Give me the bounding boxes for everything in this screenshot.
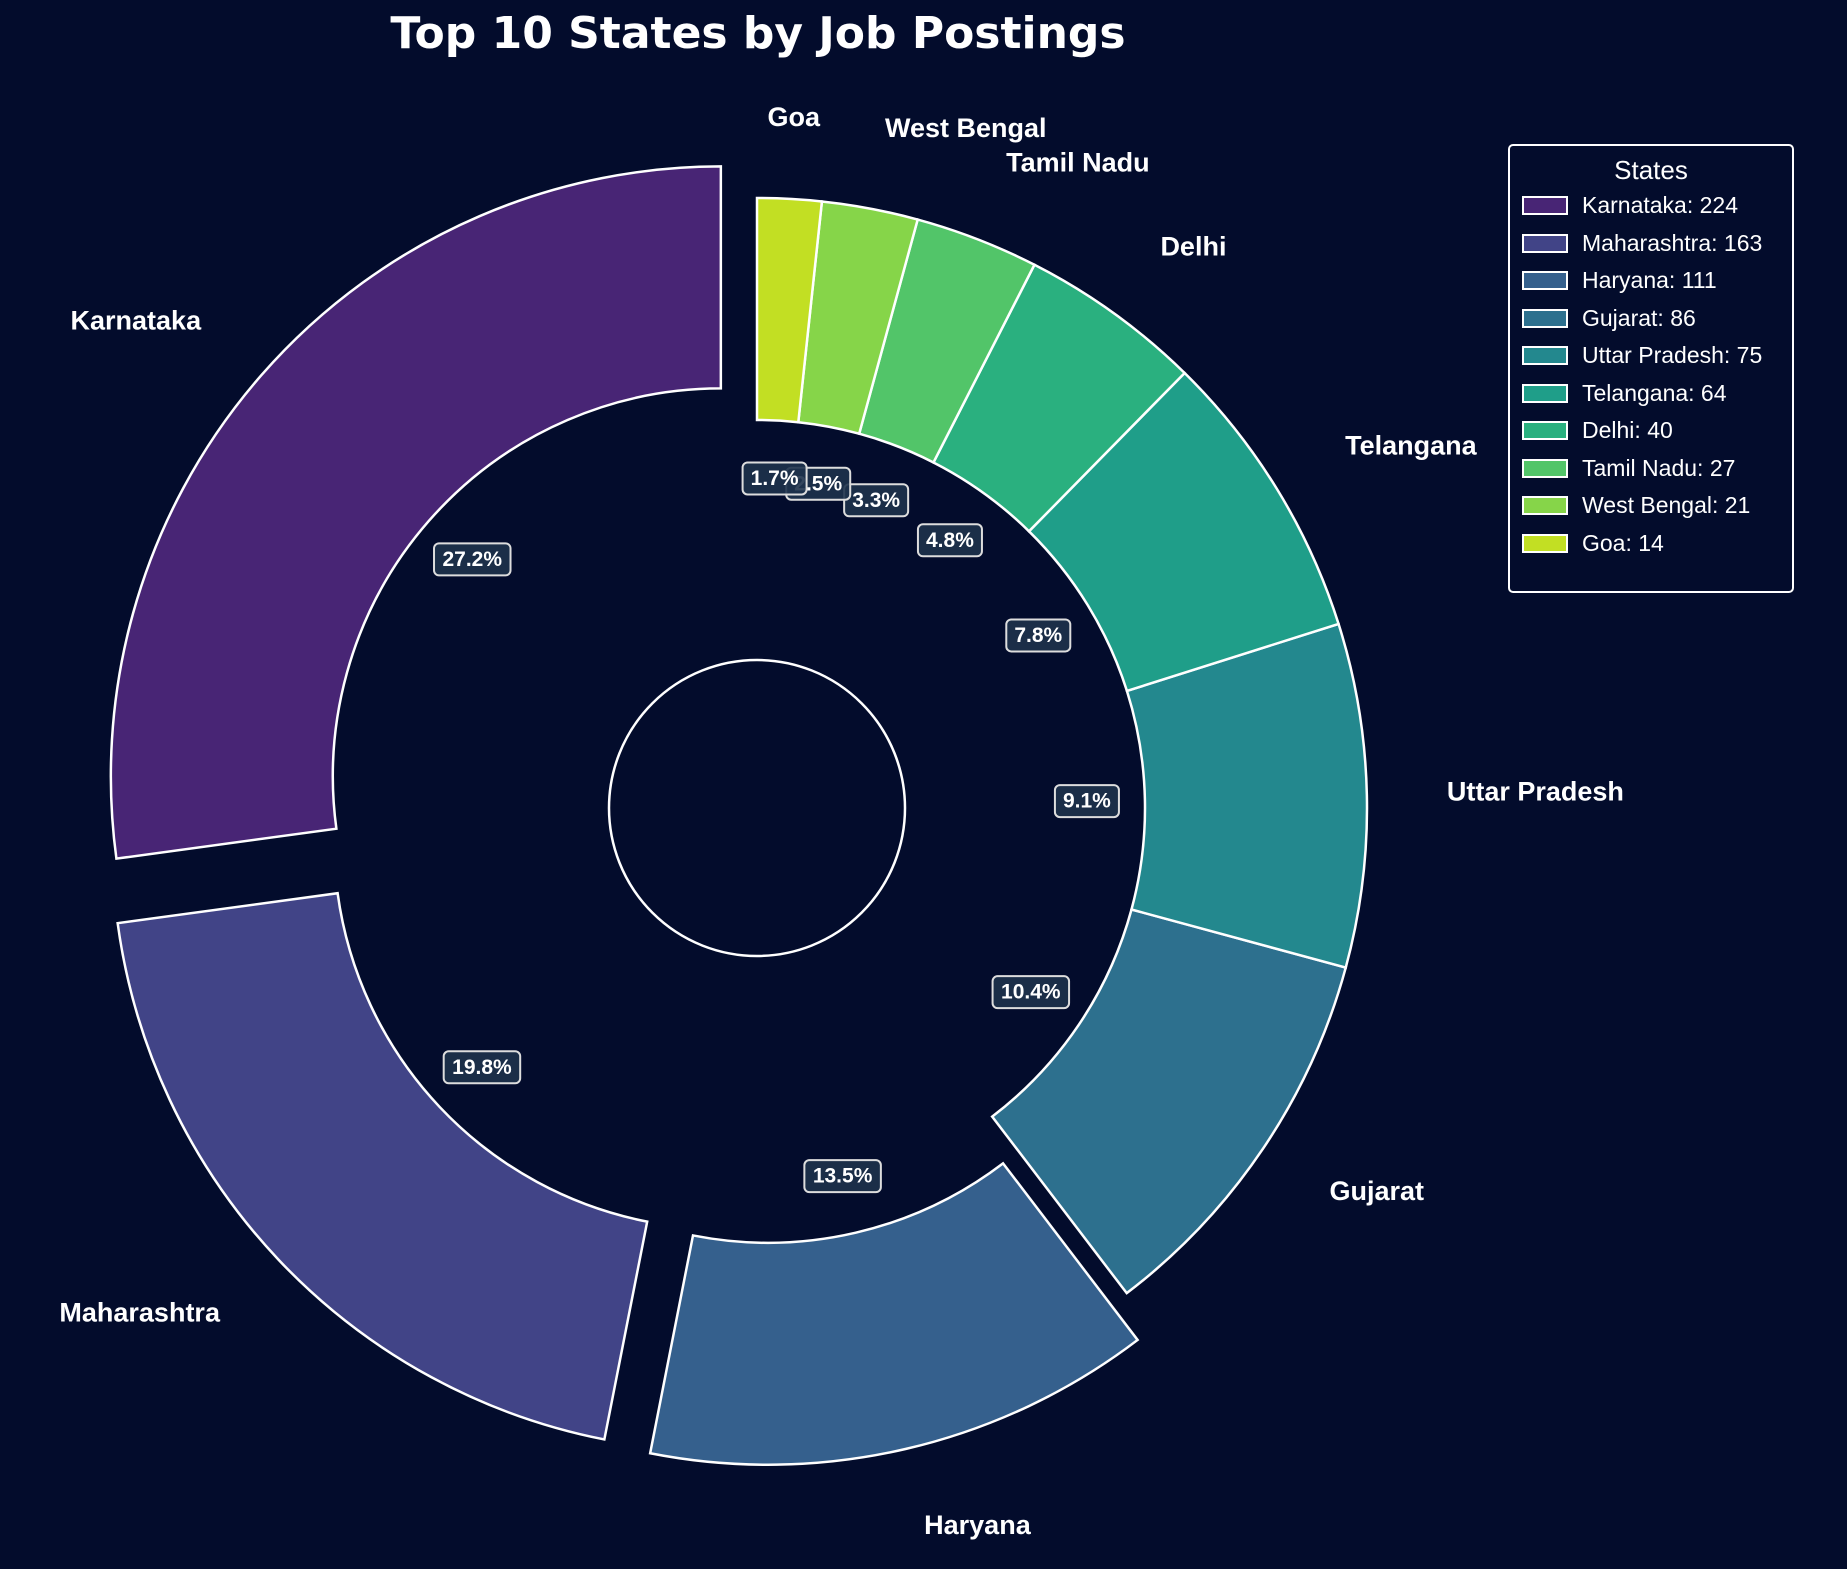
percent-label-text: 10.4%: [1001, 981, 1061, 1004]
legend-item-gujarat: Gujarat: 86: [1510, 300, 1792, 338]
legend-label: West Bengal: 21: [1582, 492, 1751, 519]
percent-label-uttar-pradesh: 9.1%: [1053, 784, 1120, 819]
percent-label-karnataka: 27.2%: [433, 542, 512, 577]
category-label-goa: Goa: [768, 102, 821, 132]
legend-swatch: [1522, 196, 1568, 216]
legend-title: States: [1614, 155, 1688, 185]
percent-label-box: [741, 461, 808, 496]
category-label-uttar-pradesh: Uttar Pradesh: [1447, 777, 1624, 807]
category-label-maharashtra: Maharashtra: [59, 1297, 221, 1327]
legend-swatch: [1522, 346, 1568, 366]
legend-swatch: [1522, 533, 1568, 553]
percent-label-box: [433, 542, 512, 577]
legend-label: Karnataka: 224: [1582, 192, 1739, 219]
percent-label-telangana: 7.8%: [1005, 618, 1072, 653]
legend-swatch: [1522, 458, 1568, 478]
category-label-telangana: Telangana: [1345, 430, 1478, 460]
percent-label-box: [1053, 784, 1120, 819]
legend-swatch: [1522, 308, 1568, 328]
legend-item-telangana: Telangana: 64: [1510, 375, 1792, 413]
percent-label-maharashtra: 19.8%: [442, 1050, 522, 1085]
percent-label-text: 1.7%: [751, 467, 799, 490]
legend-swatch: [1522, 496, 1568, 516]
category-label-karnataka: Karnataka: [71, 306, 203, 336]
percent-label-text: 4.8%: [926, 529, 974, 552]
category-label-west-bengal: West Bengal: [885, 113, 1047, 143]
percent-label-box: [991, 975, 1071, 1010]
legend-label: Gujarat: 86: [1582, 304, 1696, 331]
legend-item-goa: Goa: 14: [1510, 525, 1792, 563]
legend-label: Delhi: 40: [1582, 417, 1673, 444]
legend-item-west-bengal: West Bengal: 21: [1510, 487, 1792, 525]
percent-label-text: 9.1%: [1063, 790, 1111, 813]
wedge-maharashtra: [116, 891, 649, 1441]
wedge-haryana: [648, 1161, 1140, 1467]
percent-label-text: 27.2%: [442, 548, 502, 571]
legend-label: Tamil Nadu: 27: [1582, 454, 1736, 481]
legend-label: Maharashtra: 163: [1582, 229, 1763, 256]
wedge-karnataka: [109, 165, 723, 861]
legend-items: Karnataka: 224 Maharashtra: 163 Haryana: 1…: [1510, 187, 1792, 562]
percent-label-text: 13.5%: [813, 1165, 873, 1188]
legend: States Karnataka: 224 Maharashtra: 163 Har…: [1508, 144, 1794, 593]
legend-swatch: [1522, 421, 1568, 441]
percent-label-text: 3.3%: [852, 489, 900, 512]
legend-label: Uttar Pradesh: 75: [1582, 342, 1763, 369]
percent-label-gujarat: 10.4%: [991, 975, 1071, 1010]
legend-item-uttar-pradesh: Uttar Pradesh: 75: [1510, 337, 1792, 375]
legend-swatch: [1522, 383, 1568, 403]
legend-label: Goa: 14: [1582, 529, 1664, 556]
center-circle: [607, 658, 907, 958]
percent-label-text: 7.8%: [1014, 624, 1062, 647]
percent-label-box: [803, 1159, 882, 1194]
percent-label-box: [442, 1050, 522, 1085]
legend-swatch: [1522, 233, 1568, 253]
percent-label-haryana: 13.5%: [803, 1159, 882, 1194]
percent-label-box: [916, 523, 983, 558]
percent-label-goa: 1.7%: [741, 461, 808, 496]
legend-item-karnataka: Karnataka: 224: [1510, 187, 1792, 225]
category-label-tamil-nadu: Tamil Nadu: [1006, 148, 1150, 178]
legend-item-maharashtra: Maharashtra: 163: [1510, 225, 1792, 263]
percent-label-text: 19.8%: [452, 1056, 512, 1079]
percent-label-tamil-nadu: 3.3%: [843, 483, 910, 518]
category-label-delhi: Delhi: [1160, 231, 1226, 261]
legend-swatch: [1522, 271, 1568, 291]
percent-label-box: [1005, 618, 1072, 653]
legend-item-delhi: Delhi: 40: [1510, 412, 1792, 450]
legend-item-haryana: Haryana: 111: [1510, 262, 1792, 300]
legend-item-tamil-nadu: Tamil Nadu: 27: [1510, 450, 1792, 488]
category-label-gujarat: Gujarat: [1330, 1176, 1425, 1206]
legend-label: Haryana: 111: [1582, 267, 1717, 294]
percent-label-delhi: 4.8%: [916, 523, 983, 558]
category-label-haryana: Haryana: [924, 1510, 1032, 1540]
chart-title: Top 10 States by Job Postings: [390, 8, 1126, 59]
legend-label: Telangana: 64: [1582, 379, 1727, 406]
wedge-goa: [755, 196, 824, 424]
